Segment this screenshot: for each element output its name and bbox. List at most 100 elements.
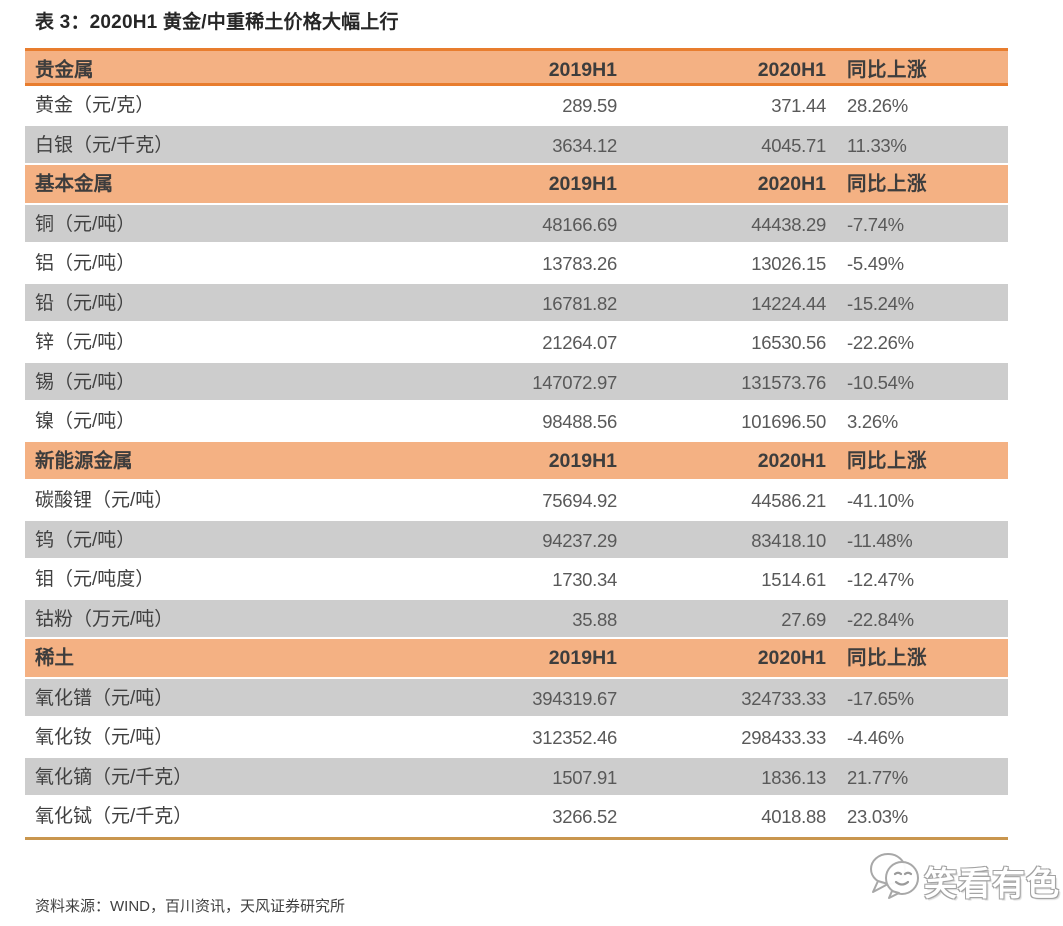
value-2019h1: 98488.56 xyxy=(542,411,617,432)
section-header-row: 稀土 2019H1 2020H1 同比上涨 xyxy=(25,639,1008,679)
value-2020h1: 131573.76 xyxy=(741,371,826,393)
value-2019h1: 3634.12 xyxy=(552,134,617,156)
table-row: 钴粉（万元/吨） 35.88 27.69 -22.84% xyxy=(25,599,1008,639)
table-row: 氧化钕（元/吨） 312352.46 298433.33 -4.46% xyxy=(25,718,1008,758)
metal-label: 锡（元/吨） xyxy=(35,371,136,393)
table-row: 氧化铽（元/千克） 3266.52 4018.88 23.03% xyxy=(25,797,1008,837)
metal-label: 铝（元/吨） xyxy=(35,253,136,274)
value-2019h1: 289.59 xyxy=(562,95,617,116)
value-2019h1: 35.88 xyxy=(572,608,617,630)
value-2020h1: 44586.21 xyxy=(751,490,826,511)
column-header-2019h1: 2019H1 xyxy=(548,59,617,81)
metal-label: 碳酸锂（元/吨） xyxy=(35,490,174,511)
yoy-value: -22.84% xyxy=(847,608,914,630)
yoy-value: -41.10% xyxy=(847,490,914,511)
section-header-row: 新能源金属 2019H1 2020H1 同比上涨 xyxy=(25,441,1008,481)
watermark-text: 笑看有色 xyxy=(924,865,1060,902)
column-header-2019h1: 2019H1 xyxy=(548,449,617,472)
table-row: 铝（元/吨） 13783.26 13026.15 -5.49% xyxy=(25,244,1008,284)
section-name: 稀土 xyxy=(35,647,75,669)
table-row: 白银（元/千克） 3634.12 4045.71 11.33% xyxy=(25,125,1008,165)
yoy-value: -5.49% xyxy=(847,253,904,274)
value-2019h1: 312352.46 xyxy=(532,727,617,748)
metal-label: 黄金（元/克） xyxy=(35,95,155,116)
table-row: 氧化镨（元/吨） 394319.67 324733.33 -17.65% xyxy=(25,678,1008,718)
yoy-value: -10.54% xyxy=(847,371,914,393)
metal-label: 氧化铽（元/千克） xyxy=(35,806,193,827)
table-row: 铜（元/吨） 48166.69 44438.29 -7.74% xyxy=(25,204,1008,244)
section-name: 贵金属 xyxy=(35,59,94,81)
value-2020h1: 324733.33 xyxy=(741,687,826,709)
value-2020h1: 298433.33 xyxy=(741,727,826,748)
yoy-value: -17.65% xyxy=(847,687,914,709)
value-2019h1: 21264.07 xyxy=(542,332,617,353)
value-2019h1: 147072.97 xyxy=(532,371,617,393)
value-2019h1: 394319.67 xyxy=(532,687,617,709)
table-row: 碳酸锂（元/吨） 75694.92 44586.21 -41.10% xyxy=(25,481,1008,521)
table-title: 表 3：2020H1 黄金/中重稀土价格大幅上行 xyxy=(35,12,399,33)
value-2020h1: 16530.56 xyxy=(751,332,826,353)
yoy-value: -12.47% xyxy=(847,569,914,590)
metal-label: 钼（元/吨度） xyxy=(35,569,155,590)
value-2019h1: 1730.34 xyxy=(552,569,617,590)
yoy-value: 11.33% xyxy=(847,134,907,156)
value-2019h1: 94237.29 xyxy=(542,529,617,551)
section-name: 新能源金属 xyxy=(35,449,133,472)
value-2019h1: 75694.92 xyxy=(542,490,617,511)
source-note: 资料来源：WIND，百川资讯，天风证券研究所 xyxy=(35,898,345,915)
value-2019h1: 48166.69 xyxy=(542,213,617,235)
column-header-2020h1: 2020H1 xyxy=(757,449,826,472)
yoy-value: -11.48% xyxy=(847,529,913,551)
value-2020h1: 1836.13 xyxy=(761,766,826,788)
table-row: 镍（元/吨） 98488.56 101696.50 3.26% xyxy=(25,402,1008,442)
metal-label: 锌（元/吨） xyxy=(35,332,136,353)
metal-label: 钴粉（万元/吨） xyxy=(35,608,174,630)
value-2019h1: 1507.91 xyxy=(552,766,617,788)
yoy-value: -15.24% xyxy=(847,292,914,314)
table-row: 黄金（元/克） 289.59 371.44 28.26% xyxy=(25,86,1008,126)
metal-label: 镍（元/吨） xyxy=(35,411,136,432)
value-2020h1: 13026.15 xyxy=(751,253,826,274)
yoy-value: -4.46% xyxy=(847,727,904,748)
metal-label: 铅（元/吨） xyxy=(35,292,136,314)
value-2019h1: 16781.82 xyxy=(542,292,617,314)
value-2020h1: 4018.88 xyxy=(761,806,826,827)
value-2020h1: 4045.71 xyxy=(761,134,826,156)
value-2020h1: 14224.44 xyxy=(751,292,826,314)
table-row: 锌（元/吨） 21264.07 16530.56 -22.26% xyxy=(25,323,1008,363)
metal-label: 铜（元/吨） xyxy=(35,213,136,235)
column-header-2019h1: 2019H1 xyxy=(548,647,617,669)
yoy-value: -7.74% xyxy=(847,213,904,235)
yoy-value: 21.77% xyxy=(847,766,908,788)
section-header-row: 基本金属 2019H1 2020H1 同比上涨 xyxy=(25,165,1008,205)
column-header-2020h1: 2020H1 xyxy=(757,173,826,195)
value-2020h1: 371.44 xyxy=(771,95,826,116)
metal-label: 氧化镝（元/千克） xyxy=(35,766,193,788)
column-header-yoy: 同比上涨 xyxy=(847,173,928,195)
column-header-2020h1: 2020H1 xyxy=(757,59,826,81)
price-table: 贵金属 2019H1 2020H1 同比上涨 黄金（元/克） 289.59 37… xyxy=(25,48,1008,840)
metal-label: 钨（元/吨） xyxy=(35,529,136,551)
value-2019h1: 13783.26 xyxy=(542,253,617,274)
column-header-2020h1: 2020H1 xyxy=(757,647,826,669)
table-row: 锡（元/吨） 147072.97 131573.76 -10.54% xyxy=(25,362,1008,402)
metal-label: 白银（元/千克） xyxy=(35,134,174,156)
value-2020h1: 44438.29 xyxy=(751,213,826,235)
value-2020h1: 1514.61 xyxy=(761,569,826,590)
value-2019h1: 3266.52 xyxy=(552,806,617,827)
column-header-yoy: 同比上涨 xyxy=(847,449,928,472)
column-header-yoy: 同比上涨 xyxy=(847,59,928,81)
table-row: 氧化镝（元/千克） 1507.91 1836.13 21.77% xyxy=(25,757,1008,797)
metal-label: 氧化钕（元/吨） xyxy=(35,727,174,748)
table-row: 铅（元/吨） 16781.82 14224.44 -15.24% xyxy=(25,283,1008,323)
table-row: 钼（元/吨度） 1730.34 1514.61 -12.47% xyxy=(25,560,1008,600)
section-header-row: 贵金属 2019H1 2020H1 同比上涨 xyxy=(25,48,1008,86)
chat-smiley-icon xyxy=(868,847,926,908)
value-2020h1: 83418.10 xyxy=(751,529,826,551)
metal-label: 氧化镨（元/吨） xyxy=(35,687,174,709)
yoy-value: 3.26% xyxy=(847,411,898,432)
column-header-2019h1: 2019H1 xyxy=(548,173,617,195)
value-2020h1: 27.69 xyxy=(781,608,826,630)
yoy-value: -22.26% xyxy=(847,332,914,353)
